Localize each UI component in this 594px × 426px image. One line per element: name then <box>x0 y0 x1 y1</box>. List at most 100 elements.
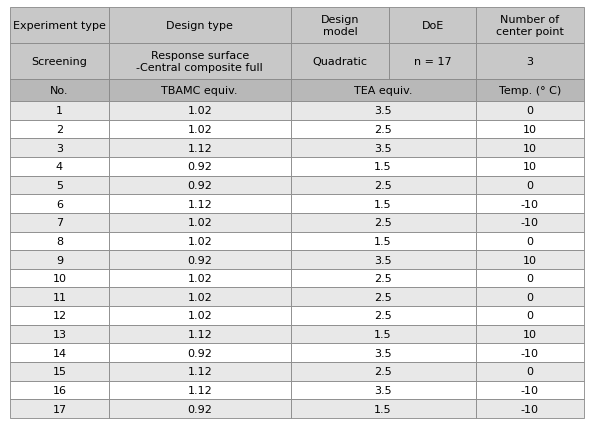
Bar <box>290 250 476 269</box>
Text: 2.5: 2.5 <box>374 311 392 321</box>
Text: 13: 13 <box>52 329 67 339</box>
Bar <box>290 288 476 306</box>
Text: -10: -10 <box>521 404 539 414</box>
Text: 1.5: 1.5 <box>374 162 392 172</box>
Bar <box>109 8 290 44</box>
Text: DoE: DoE <box>421 21 444 31</box>
Bar <box>290 158 476 176</box>
Text: No.: No. <box>50 86 69 96</box>
Bar <box>290 44 390 80</box>
Text: 2.5: 2.5 <box>374 181 392 190</box>
Bar <box>476 232 584 250</box>
Text: 15: 15 <box>52 366 67 377</box>
Text: 1.02: 1.02 <box>187 106 212 116</box>
Bar <box>109 400 290 418</box>
Text: Design
model: Design model <box>321 15 359 37</box>
Bar <box>10 306 109 325</box>
Text: 3.5: 3.5 <box>374 143 392 153</box>
Bar <box>290 8 390 44</box>
Bar <box>109 288 290 306</box>
Text: 1.02: 1.02 <box>187 311 212 321</box>
Bar <box>290 139 476 158</box>
Text: 2.5: 2.5 <box>374 218 392 227</box>
Text: 0: 0 <box>526 181 533 190</box>
Text: 0.92: 0.92 <box>187 348 212 358</box>
Text: 1.02: 1.02 <box>187 125 212 135</box>
Bar <box>10 250 109 269</box>
Bar <box>290 121 476 139</box>
Text: Design type: Design type <box>166 21 233 31</box>
Bar <box>10 195 109 213</box>
Bar <box>109 121 290 139</box>
Text: 1.12: 1.12 <box>187 199 212 209</box>
Bar <box>476 213 584 232</box>
Text: 1.5: 1.5 <box>374 199 392 209</box>
Text: 14: 14 <box>52 348 67 358</box>
Bar <box>290 80 476 102</box>
Bar <box>10 213 109 232</box>
Bar <box>10 44 109 80</box>
Text: 3.5: 3.5 <box>374 255 392 265</box>
Text: 3: 3 <box>526 57 533 67</box>
Text: n = 17: n = 17 <box>413 57 451 67</box>
Text: 0.92: 0.92 <box>187 162 212 172</box>
Bar <box>290 362 476 381</box>
Bar <box>10 176 109 195</box>
Text: 1.02: 1.02 <box>187 292 212 302</box>
Bar <box>290 344 476 362</box>
Bar <box>290 381 476 400</box>
Text: 2: 2 <box>56 125 63 135</box>
Text: Response surface
-Central composite full: Response surface -Central composite full <box>137 51 263 72</box>
Bar <box>476 121 584 139</box>
Bar <box>10 8 109 44</box>
Text: 3.5: 3.5 <box>374 348 392 358</box>
Text: 0: 0 <box>526 292 533 302</box>
Bar <box>109 362 290 381</box>
Bar <box>390 44 476 80</box>
Bar <box>476 195 584 213</box>
Text: 0: 0 <box>526 273 533 283</box>
Text: 1.5: 1.5 <box>374 329 392 339</box>
Bar <box>476 139 584 158</box>
Bar <box>109 344 290 362</box>
Bar <box>109 325 290 344</box>
Bar <box>476 325 584 344</box>
Text: TEA equiv.: TEA equiv. <box>354 86 412 96</box>
Text: Quadratic: Quadratic <box>312 57 368 67</box>
Text: Number of
center point: Number of center point <box>496 15 564 37</box>
Bar <box>10 269 109 288</box>
Text: Screening: Screening <box>31 57 87 67</box>
Text: 3.5: 3.5 <box>374 385 392 395</box>
Text: TBAMC equiv.: TBAMC equiv. <box>162 86 238 96</box>
Bar <box>476 158 584 176</box>
Bar <box>10 325 109 344</box>
Text: 10: 10 <box>523 162 537 172</box>
Text: 1.12: 1.12 <box>187 329 212 339</box>
Text: 0: 0 <box>526 366 533 377</box>
Bar <box>290 195 476 213</box>
Bar <box>390 8 476 44</box>
Text: 7: 7 <box>56 218 63 227</box>
Text: 16: 16 <box>52 385 67 395</box>
Text: 5: 5 <box>56 181 63 190</box>
Bar <box>290 176 476 195</box>
Text: 1.12: 1.12 <box>187 143 212 153</box>
Text: -10: -10 <box>521 199 539 209</box>
Bar <box>109 269 290 288</box>
Text: 0: 0 <box>526 106 533 116</box>
Text: 1.02: 1.02 <box>187 273 212 283</box>
Text: 10: 10 <box>52 273 67 283</box>
Bar <box>10 80 109 102</box>
Bar <box>476 306 584 325</box>
Text: 3: 3 <box>56 143 63 153</box>
Text: 0: 0 <box>526 236 533 246</box>
Bar <box>476 44 584 80</box>
Text: 4: 4 <box>56 162 63 172</box>
Text: 2.5: 2.5 <box>374 366 392 377</box>
Text: 1.5: 1.5 <box>374 404 392 414</box>
Bar <box>476 250 584 269</box>
Text: 0.92: 0.92 <box>187 404 212 414</box>
Bar <box>476 381 584 400</box>
Text: 0: 0 <box>526 311 533 321</box>
Bar <box>476 269 584 288</box>
